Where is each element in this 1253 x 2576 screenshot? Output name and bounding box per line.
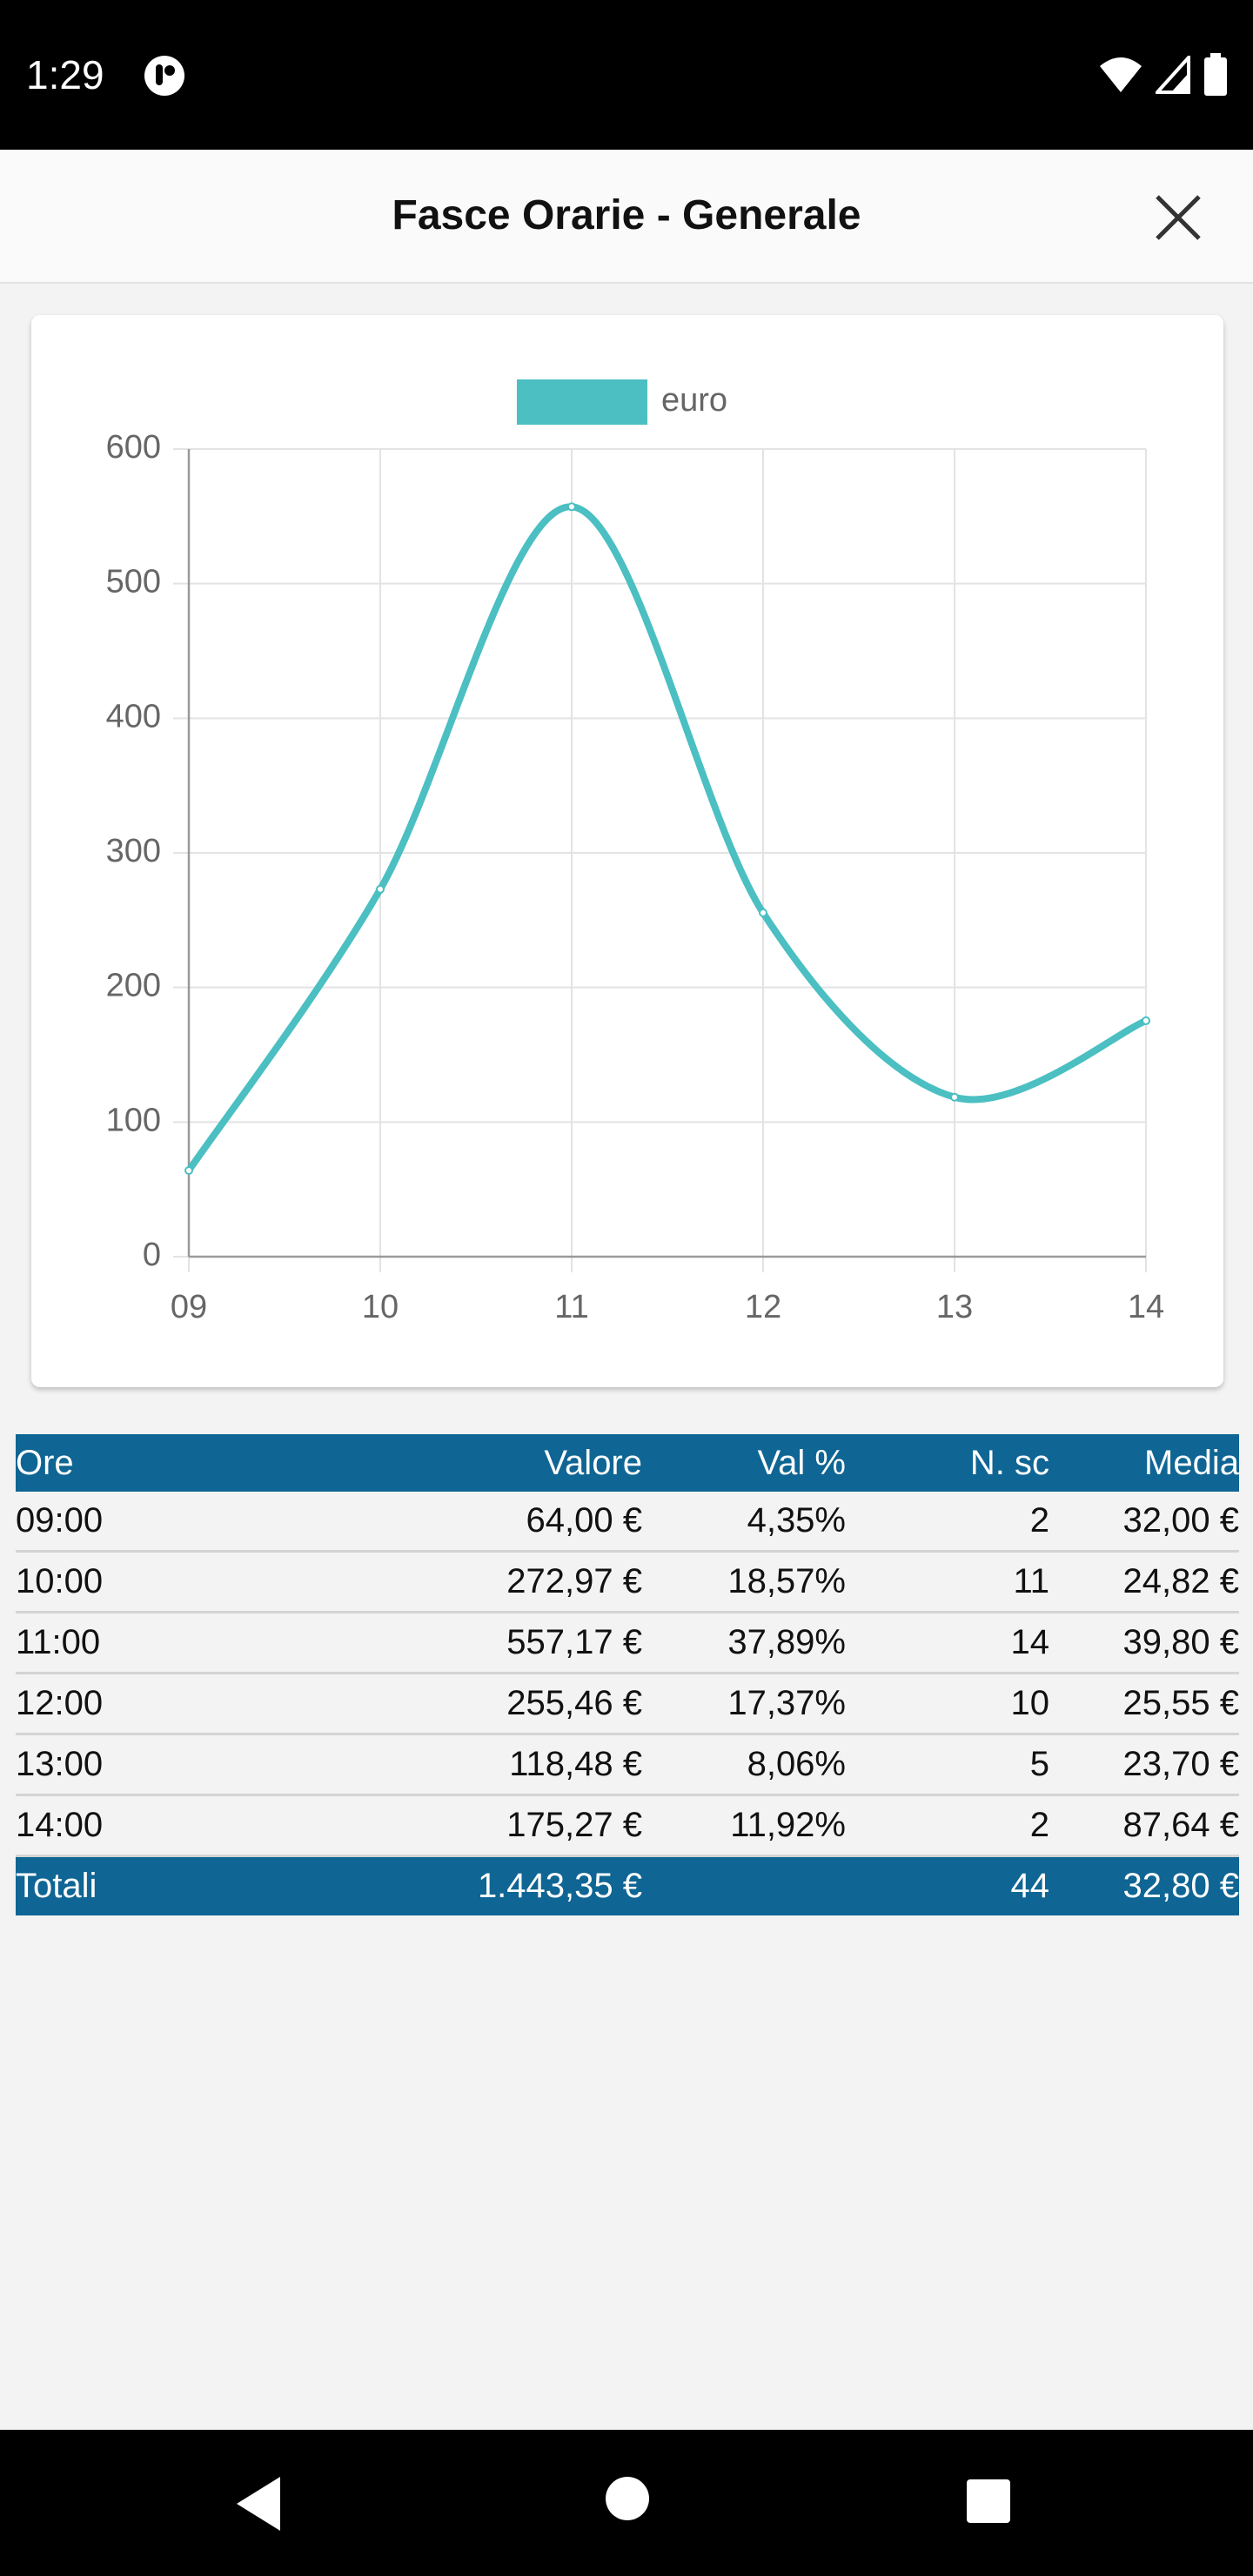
table-header-row: Ore Valore Val % N. sc Media (16, 1434, 1239, 1492)
total-perc (642, 1855, 846, 1915)
cell-nsc: 11 (846, 1551, 1049, 1613)
x-tick-label: 13 (936, 1289, 973, 1325)
x-tick-label: 14 (1128, 1289, 1164, 1325)
cell-ore: 13:00 (16, 1734, 277, 1796)
total-media: 32,80 € (1049, 1855, 1239, 1915)
cell-media: 39,80 € (1049, 1612, 1239, 1674)
close-icon[interactable] (1149, 188, 1209, 249)
header-n-sc: N. sc (846, 1434, 1049, 1492)
cell-media: 32,00 € (1049, 1492, 1239, 1553)
cell-valore: 118,48 € (277, 1734, 642, 1796)
data-usage-icon (144, 56, 184, 96)
y-tick-label: 400 (106, 698, 161, 735)
table-row: 12:00 255,46 € 17,37% 10 25,55 € (16, 1673, 1239, 1735)
status-icons (1098, 52, 1229, 97)
cell-nsc: 2 (846, 1492, 1049, 1553)
cell-nsc: 14 (846, 1612, 1049, 1674)
table-row: 10:00 272,97 € 18,57% 11 24,82 € (16, 1551, 1239, 1613)
system-nav-bar (0, 2430, 1253, 2576)
recents-icon[interactable] (966, 2479, 1011, 2524)
y-tick-label: 200 (106, 968, 161, 1004)
cell-perc: 11,92% (642, 1794, 846, 1857)
cell-perc: 18,57% (642, 1551, 846, 1613)
cell-valore: 272,97 € (277, 1551, 642, 1613)
header-val-perc: Val % (642, 1434, 846, 1492)
total-label: Totali (16, 1855, 277, 1915)
cell-valore: 175,27 € (277, 1794, 642, 1857)
page-title: Fasce Orarie - Generale (392, 192, 861, 238)
legend-swatch (517, 379, 647, 425)
header-valore: Valore (277, 1434, 642, 1492)
cell-nsc: 5 (846, 1734, 1049, 1796)
chart-card: euro 0 100 200 300 400 500 600 09 10 11 12 13 14 (31, 315, 1223, 1387)
data-point (567, 502, 576, 512)
line-chart: euro 0 100 200 300 400 500 600 09 10 11 12 13 14 (106, 379, 1164, 1325)
cell-perc: 17,37% (642, 1673, 846, 1735)
cell-valore: 557,17 € (277, 1612, 642, 1674)
cell-perc: 8,06% (642, 1734, 846, 1796)
data-point (1142, 1016, 1150, 1025)
x-tick-label: 10 (362, 1289, 399, 1325)
y-tick-label: 100 (106, 1102, 161, 1138)
total-nsc: 44 (846, 1855, 1049, 1915)
status-time: 1:29 (26, 52, 104, 97)
total-valore: 1.443,35 € (277, 1855, 642, 1915)
cell-ore: 14:00 (16, 1794, 277, 1857)
status-bar: 1:29 (0, 0, 1253, 150)
back-icon[interactable] (233, 2473, 285, 2534)
y-tick-label: 0 (143, 1237, 161, 1273)
legend-label: euro (661, 382, 727, 419)
signal-icon (1156, 56, 1190, 94)
header-ore: Ore (16, 1434, 277, 1492)
table-row: 13:00 118,48 € 8,06% 5 23,70 € (16, 1734, 1239, 1796)
cell-media: 24,82 € (1049, 1551, 1239, 1613)
x-tick-label: 11 (554, 1289, 588, 1325)
data-point (376, 884, 385, 894)
hourly-table: Ore Valore Val % N. sc Media 09:00 64,00… (16, 1434, 1239, 1915)
cell-media: 25,55 € (1049, 1673, 1239, 1735)
cell-valore: 64,00 € (277, 1492, 642, 1553)
cell-ore: 11:00 (16, 1612, 277, 1674)
cell-ore: 09:00 (16, 1492, 277, 1553)
cell-perc: 4,35% (642, 1492, 846, 1553)
data-point (950, 1092, 959, 1102)
table-row: 11:00 557,17 € 37,89% 14 39,80 € (16, 1612, 1239, 1674)
wifi-icon (1100, 57, 1142, 92)
cell-nsc: 2 (846, 1794, 1049, 1857)
x-tick-label: 09 (171, 1289, 207, 1325)
cell-media: 87,64 € (1049, 1794, 1239, 1857)
data-point (184, 1166, 193, 1176)
x-tick-label: 12 (745, 1289, 781, 1325)
y-tick-label: 500 (106, 564, 161, 600)
table-total-row: Totali 1.443,35 € 44 32,80 € (16, 1855, 1239, 1915)
series-line-euro (185, 503, 1149, 1175)
table-row: 14:00 175,27 € 11,92% 2 87,64 € (16, 1794, 1239, 1857)
cell-media: 23,70 € (1049, 1734, 1239, 1796)
dialog-header: Fasce Orarie - Generale (0, 150, 1253, 284)
cell-nsc: 10 (846, 1673, 1049, 1735)
header-media: Media (1049, 1434, 1239, 1492)
data-point (759, 908, 767, 917)
cell-ore: 10:00 (16, 1551, 277, 1613)
y-tick-label: 600 (106, 429, 161, 466)
cell-ore: 12:00 (16, 1673, 277, 1735)
table-row: 09:00 64,00 € 4,35% 2 32,00 € (16, 1492, 1239, 1553)
cell-perc: 37,89% (642, 1612, 846, 1674)
y-tick-label: 300 (106, 833, 161, 869)
home-icon[interactable] (604, 2475, 651, 2522)
cell-valore: 255,46 € (277, 1673, 642, 1735)
battery-icon (1204, 53, 1227, 96)
